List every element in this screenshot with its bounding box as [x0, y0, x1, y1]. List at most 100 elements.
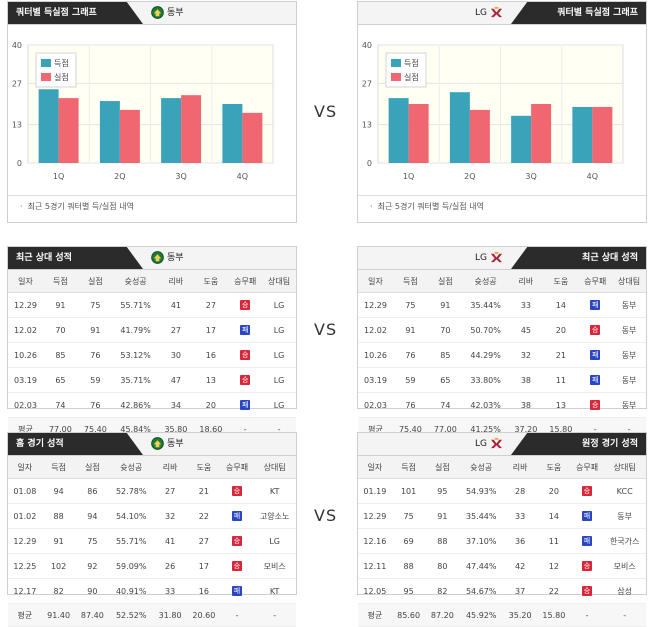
- date-cell: 02.03: [8, 392, 43, 418]
- ast-cell: 13: [193, 367, 229, 393]
- column-header: 득점: [41, 456, 76, 479]
- team-name: 동부: [167, 8, 184, 18]
- loss-badge: 패: [582, 511, 593, 521]
- table-header-row: 일자 득점 실점 슛성공 리바 도움 승무패 상대팀: [8, 456, 296, 479]
- chart-note-text: 최근 5경기 쿼터별 득/실점 내역: [377, 202, 484, 211]
- column-header: 상대팀: [612, 270, 646, 293]
- pts-cell: 88: [41, 503, 76, 529]
- legend-swatch: [391, 73, 401, 81]
- average-label-cell: 평균: [8, 603, 42, 627]
- opp-cell: 모비스: [253, 553, 296, 579]
- ast-cell: 16: [186, 578, 221, 604]
- fg-cell: 40.91%: [109, 578, 154, 604]
- column-header: 도움: [193, 270, 229, 293]
- column-header: 슛성공: [459, 456, 504, 479]
- table-header-row: 일자 득점 실점 슛성공 리바 도움 승무패 상대팀: [358, 456, 646, 479]
- bar-scored: [511, 115, 532, 163]
- ast-cell: 21: [186, 478, 221, 504]
- home-record-table: 일자 득점 실점 슛성공 리바 도움 승무패 상대팀 01.08 94 86 52.78% 27 21 승 K…: [8, 456, 296, 627]
- fg-cell: 44.29%: [462, 342, 509, 368]
- quarter-chart-right: 0 13 27 40 1Q 2Q 3Q 4Q 득점 실점: [358, 25, 646, 195]
- date-cell: 12.29: [358, 503, 392, 529]
- opp_pts-cell: 86: [75, 478, 110, 504]
- reb-cell: 38: [508, 392, 544, 418]
- table-row: 01.19 101 95 54.93% 28 20 승 KCC: [358, 478, 646, 504]
- reb-cell: 32: [508, 342, 544, 368]
- home-record-panel: 홈 경기 성적 동부 일자 득점 실점 슛성공 리바 도움 승무패 상대팀 01.08 94 86 5…: [7, 432, 297, 627]
- team-label-right: LG: [475, 433, 506, 455]
- loss-badge: 패: [240, 325, 251, 335]
- legend-label: 득점: [404, 58, 419, 68]
- ast-cell: 22: [536, 578, 571, 604]
- win-badge: 승: [232, 561, 243, 571]
- vs-label: VS: [314, 102, 338, 121]
- opp_pts-cell: 91: [77, 317, 113, 343]
- result-cell: 승: [220, 478, 254, 504]
- bar-conceded: [592, 106, 613, 163]
- opp-cell: 동부: [612, 292, 646, 318]
- win-badge: 승: [240, 350, 251, 360]
- date-cell: 03.19: [358, 367, 393, 393]
- legend-box: [35, 52, 77, 88]
- opp-cell: 동부: [612, 367, 646, 393]
- ast-cell: 20: [543, 317, 579, 343]
- opp-cell: 고양소노: [253, 503, 296, 529]
- x-tick-label: 4Q: [237, 172, 248, 181]
- dongbu-logo-icon: [151, 251, 164, 264]
- reb-cell: 47: [158, 367, 194, 393]
- win-badge: 승: [232, 486, 243, 496]
- away-record-panel: 원정 경기 성적 LG 일자 득점 실점 슛성공 리바 도움 승무패 상대팀 01.19 101 9…: [357, 432, 647, 627]
- opp-cell: 동부: [612, 317, 646, 343]
- fg-cell: 52.78%: [109, 478, 154, 504]
- ast-cell: 13: [543, 392, 579, 418]
- reb-cell: 41: [158, 292, 194, 318]
- x-tick-label: 3Q: [175, 172, 186, 181]
- table-row: 12.17 82 90 40.91% 33 16 패 KT: [8, 578, 296, 604]
- fg-cell: 53.12%: [112, 342, 159, 368]
- column-header: 일자: [358, 270, 393, 293]
- column-header: 실점: [75, 456, 110, 479]
- opp-cell: 삼성: [603, 578, 646, 604]
- reb-cell: 33: [508, 292, 544, 318]
- date-cell: 12.16: [358, 528, 392, 554]
- fg-cell: 47.44%: [459, 553, 504, 579]
- opp_pts-cell: 65: [427, 367, 463, 393]
- pts-cell: 76: [392, 392, 428, 418]
- panel-header: 최근 상대 성적 동부: [8, 247, 296, 270]
- ast-cell: 11: [536, 528, 571, 554]
- section-title: 최근 상대 성적: [8, 247, 143, 269]
- result-cell: 승: [228, 292, 263, 318]
- ast-cell: 12: [536, 553, 571, 579]
- fg-cell: 54.10%: [109, 503, 154, 529]
- column-header: 득점: [42, 270, 78, 293]
- reb-cell: 28: [503, 478, 537, 504]
- result-cell: 패: [570, 503, 604, 529]
- team-label-right: LG: [475, 2, 506, 24]
- chart-note: · 최근 5경기 쿼터별 득/실점 내역: [358, 195, 646, 218]
- loss-badge: 패: [232, 586, 243, 596]
- y-tick-label: 0: [17, 159, 22, 168]
- column-header: 리바: [158, 270, 194, 293]
- opp_pts-cell: 95: [425, 478, 460, 504]
- average-result-cell: -: [570, 603, 604, 627]
- column-header: 승무패: [228, 270, 263, 293]
- win-badge: 승: [582, 586, 593, 596]
- opp-cell: KCC: [603, 478, 646, 504]
- opp_pts-cell: 70: [427, 317, 463, 343]
- fg-cell: 42.86%: [112, 392, 159, 418]
- pts-cell: 74: [42, 392, 78, 418]
- result-cell: 승: [220, 553, 254, 579]
- loss-badge: 패: [590, 375, 601, 385]
- opp-cell: LG: [262, 342, 296, 368]
- ast-cell: 27: [186, 528, 221, 554]
- y-tick-label: 27: [12, 79, 22, 88]
- bar-conceded: [242, 112, 263, 163]
- date-cell: 12.25: [8, 553, 42, 579]
- win-badge: 승: [582, 486, 593, 496]
- dongbu-logo-icon: [151, 6, 164, 19]
- result-cell: 승: [228, 367, 263, 393]
- team-name: LG: [475, 8, 487, 18]
- reb-cell: 38: [508, 367, 544, 393]
- reb-cell: 45: [508, 317, 544, 343]
- opp_pts-cell: 91: [425, 503, 460, 529]
